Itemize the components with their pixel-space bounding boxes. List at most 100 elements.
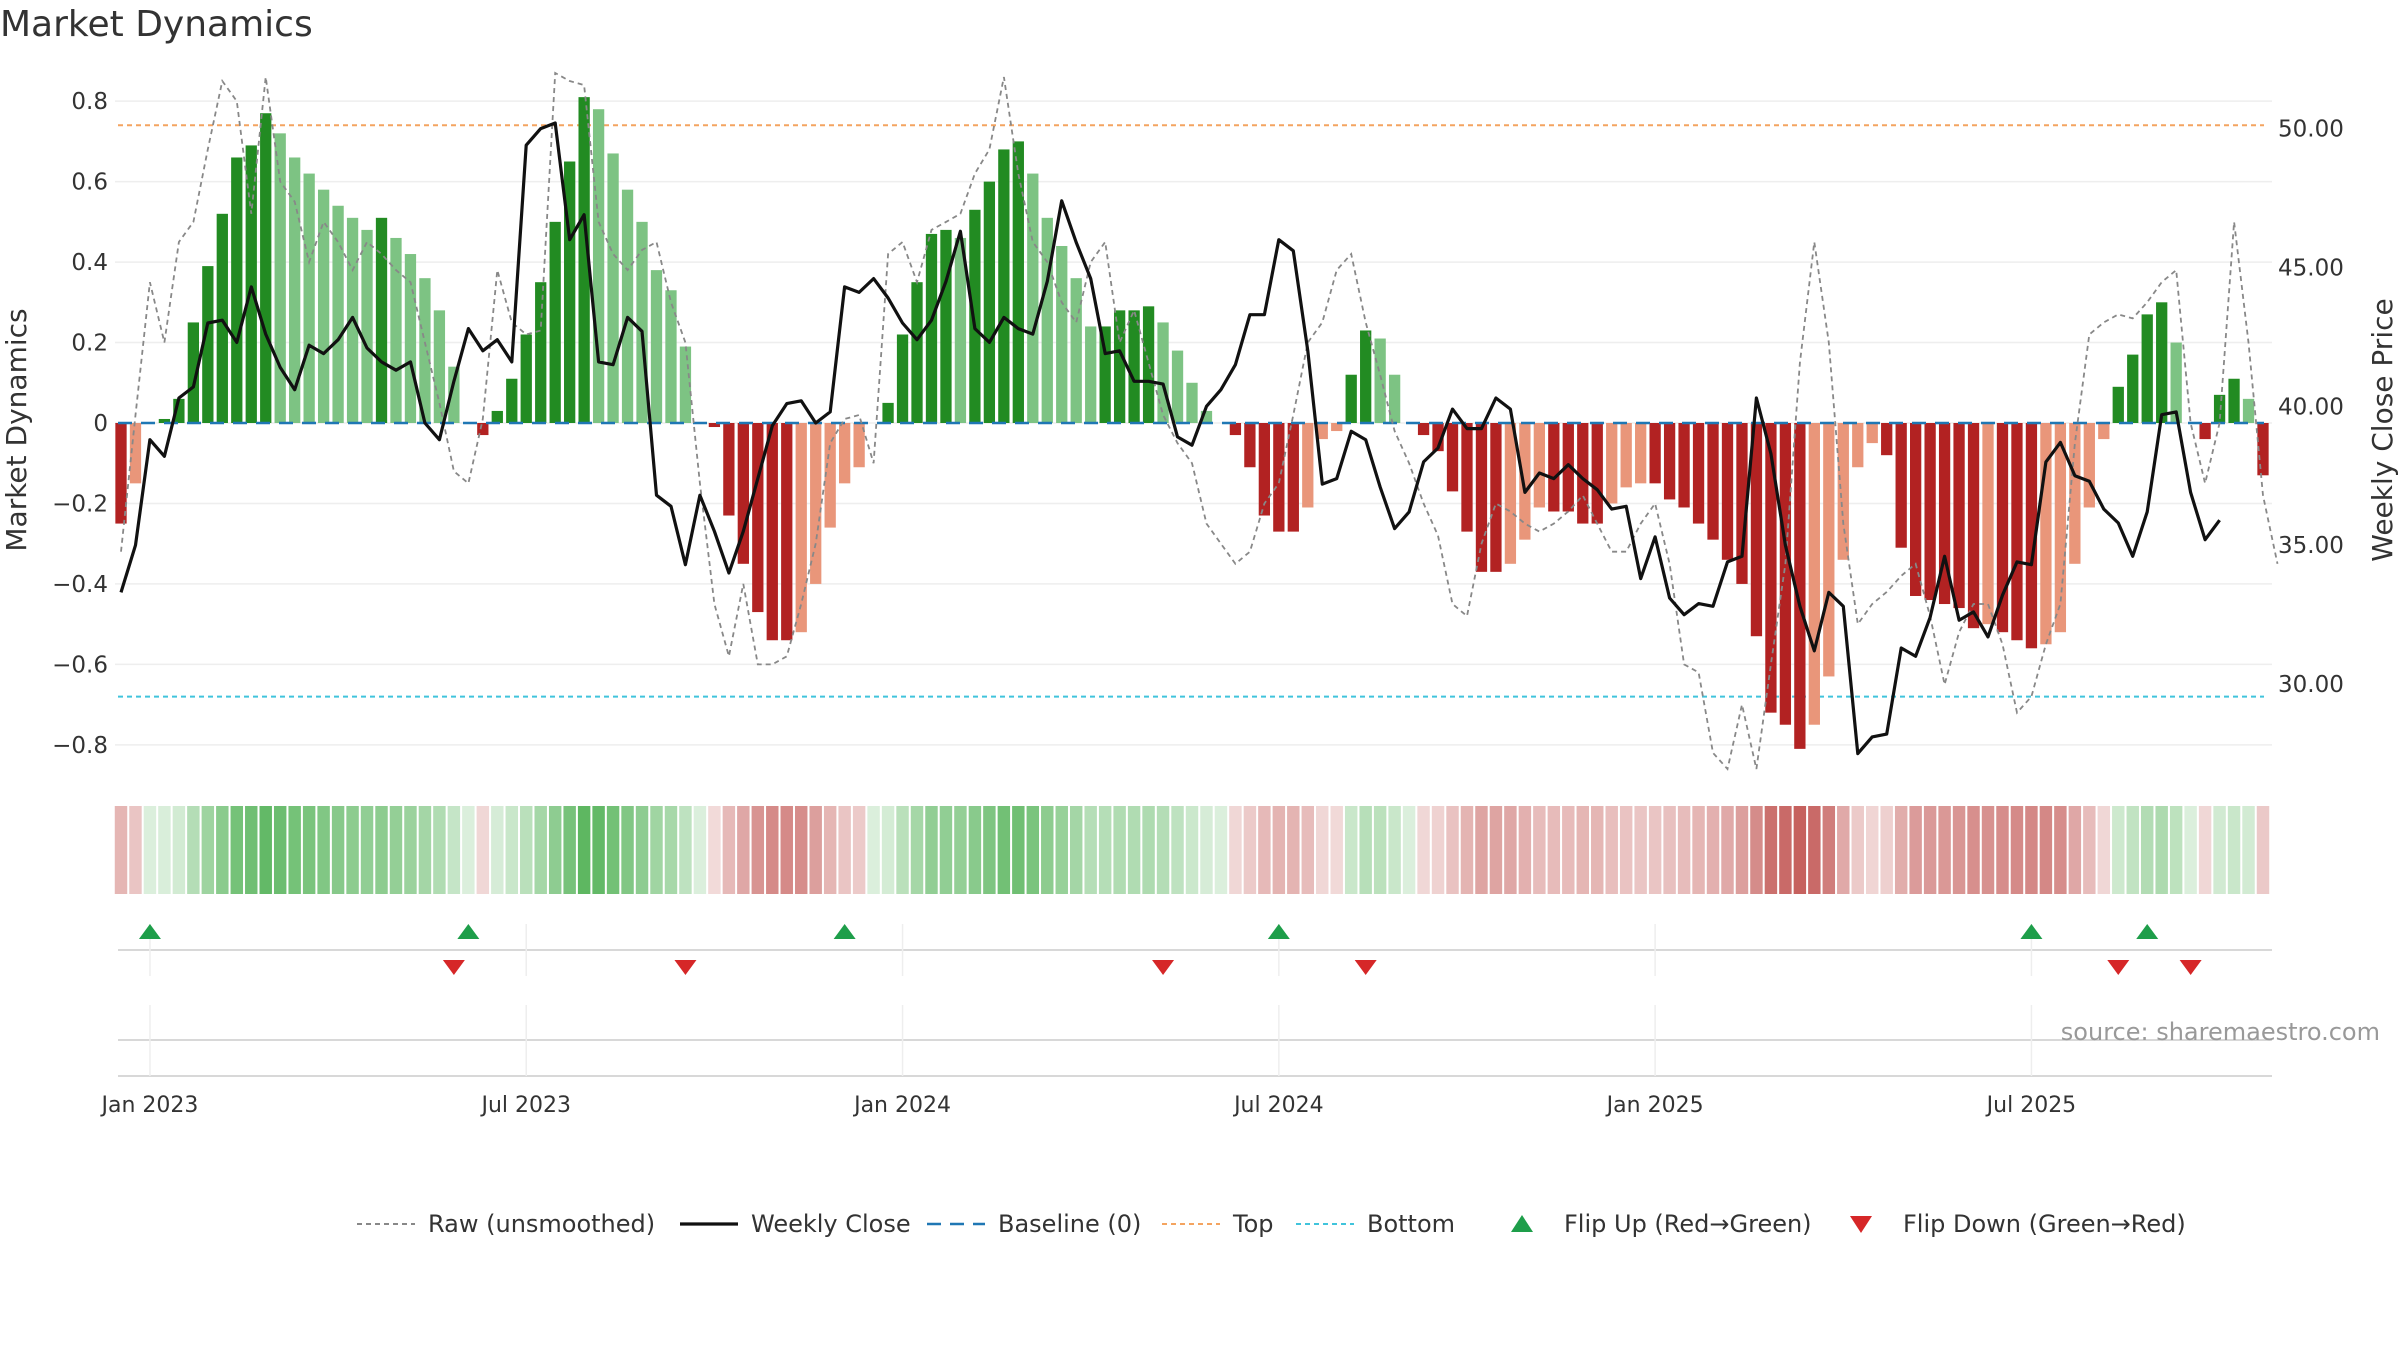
strip-cell-24 [462, 806, 475, 894]
flip-up-marker-0 [138, 924, 161, 939]
bar-87 [1374, 338, 1386, 423]
strip-cell-127 [1952, 806, 1966, 894]
strip-cell-34 [606, 806, 620, 894]
strip-cell-5 [187, 806, 200, 894]
strip-cell-68 [1098, 806, 1112, 894]
strip-cell-47 [795, 806, 808, 894]
y-tick-label: 0.6 [71, 170, 108, 196]
strip-cell-147 [2242, 806, 2255, 894]
bar-78 [1244, 423, 1256, 468]
flip-up-marker-4 [2020, 924, 2043, 939]
chart-title: Market Dynamics [0, 4, 313, 45]
bar-47 [795, 423, 807, 633]
bar-58 [954, 237, 967, 423]
strip-cell-123 [1894, 806, 1908, 894]
strip-cell-76 [1214, 806, 1228, 894]
flip-down-marker-0 [442, 960, 465, 975]
strip-cell-56 [925, 806, 938, 894]
strip-cell-114 [1764, 806, 1778, 894]
strip-cell-15 [331, 806, 345, 894]
bar-60 [983, 181, 996, 423]
strip-cell-139 [2126, 806, 2139, 894]
strip-cell-0 [114, 806, 128, 894]
bar-51 [853, 423, 865, 468]
strip-cell-78 [1243, 806, 1257, 894]
strip-cell-91 [1431, 806, 1445, 894]
strip-cell-134 [2054, 806, 2067, 894]
bar-135 [2069, 423, 2081, 564]
bar-34 [607, 153, 619, 423]
bar-15 [332, 205, 344, 423]
strip-cell-115 [1779, 806, 1792, 894]
bar-68 [1099, 326, 1111, 423]
bar-32 [578, 97, 590, 423]
bar-49 [824, 423, 836, 528]
legend-label: Raw (unsmoothed) [428, 1210, 655, 1238]
legend-item-top: Top [1162, 1210, 1274, 1238]
bar-27 [506, 378, 518, 423]
y-tick-label: 0 [93, 411, 108, 437]
strip-cell-98 [1533, 806, 1546, 894]
bar-61 [998, 149, 1010, 424]
strip-cell-38 [664, 806, 678, 894]
bar-36 [636, 221, 648, 423]
bar-28 [520, 334, 532, 423]
bar-124 [1910, 423, 1922, 596]
bar-99 [1548, 423, 1560, 512]
bar-17 [361, 229, 373, 423]
strip-cell-66 [1069, 806, 1083, 894]
bar-107 [1663, 423, 1676, 500]
bar-75 [1200, 410, 1213, 423]
flip-up-marker-5 [2136, 924, 2159, 939]
strip-cell-81 [1287, 806, 1300, 894]
strip-cell-128 [1967, 806, 1980, 894]
bar-112 [1736, 423, 1748, 584]
strip-cell-41 [708, 806, 721, 894]
strip-cell-18 [375, 806, 388, 894]
x-tick-label: Jul 2025 [1985, 1093, 2077, 1118]
legend-label: Flip Down (Green→Red) [1903, 1210, 2186, 1238]
strip-cell-103 [1605, 806, 1618, 894]
strip-cell-13 [302, 806, 316, 894]
bar-22 [433, 310, 446, 423]
bar-139 [2127, 354, 2139, 423]
bar-136 [2083, 423, 2095, 508]
y-tick-label: −0.8 [52, 733, 108, 759]
bar-147 [2242, 398, 2255, 423]
strip-cell-95 [1489, 806, 1503, 894]
legend-item-bottom: Bottom [1296, 1210, 1455, 1238]
bar-144 [2199, 423, 2211, 440]
strip-cell-80 [1272, 806, 1286, 894]
strip-cell-3 [158, 806, 171, 894]
strip-cell-145 [2213, 806, 2226, 894]
strip-cell-96 [1504, 806, 1517, 894]
bar-104 [1620, 423, 1632, 488]
bar-84 [1331, 423, 1343, 432]
y2-tick-label: 35.00 [2278, 533, 2344, 559]
strip-cell-36 [635, 806, 649, 894]
strip-cell-65 [1055, 806, 1068, 894]
strip-cell-104 [1619, 806, 1633, 894]
bar-101 [1577, 423, 1589, 524]
x-tick-label: Jul 2024 [1232, 1093, 1324, 1118]
strip-cell-126 [1938, 806, 1951, 894]
bar-54 [896, 334, 909, 423]
bar-142 [2170, 342, 2182, 423]
strip-cell-138 [2112, 806, 2125, 894]
x-tick-label: Jan 2023 [99, 1093, 198, 1118]
bar-18 [375, 217, 388, 423]
strip-cell-7 [216, 806, 229, 894]
strip-cell-86 [1359, 806, 1372, 894]
bar-57 [940, 229, 952, 423]
legend-label: Bottom [1367, 1210, 1455, 1238]
bar-80 [1273, 423, 1285, 532]
strip-cell-74 [1185, 806, 1199, 894]
y-tick-label: −0.6 [52, 652, 108, 678]
strip-cell-119 [1837, 806, 1850, 894]
bar-59 [969, 209, 981, 423]
strip-cell-111 [1721, 806, 1734, 894]
bar-31 [564, 161, 576, 424]
bar-21 [419, 278, 431, 423]
flip-up-marker-2 [833, 924, 856, 939]
bar-127 [1953, 423, 1965, 609]
